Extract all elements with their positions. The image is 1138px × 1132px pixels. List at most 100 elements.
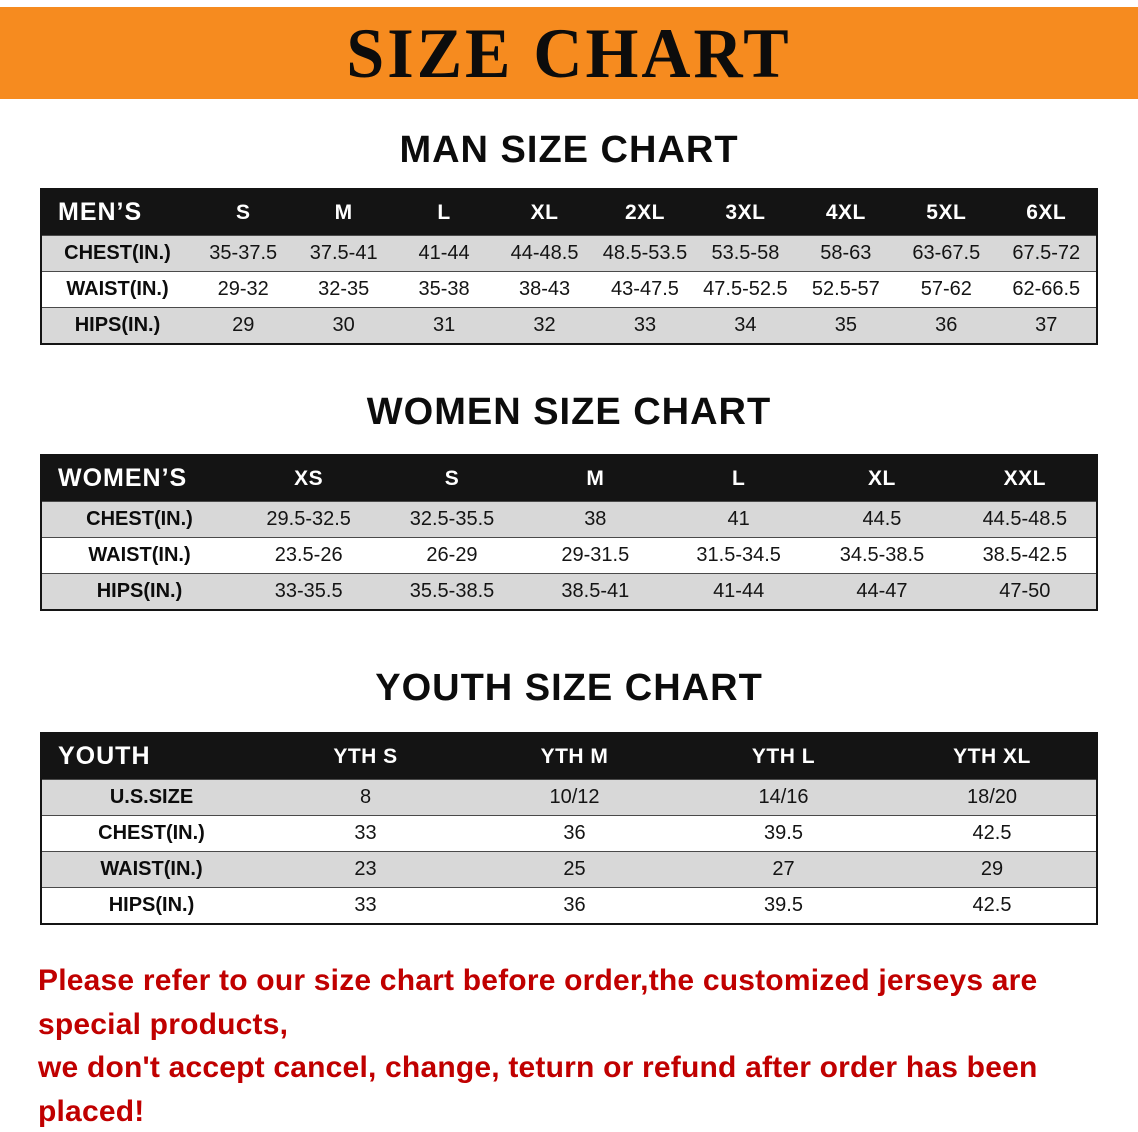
size-column-header: L — [393, 189, 495, 236]
table-row: CHEST(IN.) 35-37.5 37.5-41 41-44 44-48.5 48.5… — [41, 235, 1097, 272]
size-value-cell: 57-62 — [920, 278, 972, 300]
size-value-cell: 29-32 — [217, 278, 269, 300]
measurement-row-label: CHEST(IN.) — [64, 242, 171, 264]
table-row: WAIST(IN.) 23 25 27 29 — [41, 851, 1097, 888]
size-value-cell: 37.5-41 — [309, 242, 378, 264]
measurement-row-label: WAIST(IN.) — [88, 544, 191, 566]
men-size-section: MAN SIZE CHART MEN’S S M L XL 2XL 3XL 4XL 5XL 6XL… — [0, 129, 1138, 345]
size-value-cell: 41 — [727, 508, 750, 530]
women-size-section: WOMEN SIZE CHART WOMEN’S XS S M L XL XXL CHEST(… — [0, 391, 1138, 611]
size-value-cell: 63-67.5 — [912, 242, 981, 264]
size-value-cell: 29 — [980, 858, 1004, 880]
women-section-heading: WOMEN SIZE CHART — [366, 391, 772, 433]
size-value-cell: 35-37.5 — [209, 242, 278, 264]
measurement-row-label: CHEST(IN.) — [86, 508, 193, 530]
table-row: HIPS(IN.) 33-35.5 35.5-38.5 38.5-41 41-44 44-… — [41, 573, 1097, 610]
measurement-row-label: HIPS(IN.) — [108, 894, 195, 916]
size-value-cell: 48.5-53.5 — [602, 242, 688, 264]
youth-section-heading: YOUTH SIZE CHART — [375, 667, 763, 709]
size-value-cell: 38.5-41 — [561, 580, 630, 602]
table-header-row: MEN’S S M L XL 2XL 3XL 4XL 5XL 6XL — [41, 189, 1097, 236]
size-value-cell: 36 — [563, 822, 586, 844]
size-column-header: 5XL — [896, 189, 997, 236]
order-policy-note-line2: we don't accept cancel, change, teturn o… — [38, 1051, 1038, 1128]
size-column-header: S — [380, 455, 524, 502]
size-value-cell: 33-35.5 — [274, 580, 343, 602]
size-value-cell: 25 — [563, 858, 586, 880]
table-row: WAIST(IN.) 29-32 32-35 35-38 38-43 43-47.5 47.… — [41, 271, 1097, 308]
size-value-cell: 38 — [584, 508, 607, 530]
size-value-cell: 29 — [232, 314, 255, 336]
size-value-cell: 33 — [633, 314, 657, 336]
size-value-cell: 30 — [332, 314, 355, 336]
measurement-row-label: CHEST(IN.) — [98, 822, 205, 844]
size-value-cell: 44.5-48.5 — [982, 508, 1068, 530]
order-policy-note-line1: Please refer to our size chart before or… — [38, 964, 1038, 1041]
size-value-cell: 36 — [563, 894, 586, 916]
size-value-cell: 29.5-32.5 — [266, 508, 351, 530]
size-column-header: 6XL — [996, 189, 1097, 236]
table-row: U.S.SIZE 8 10/12 14/16 18/20 — [41, 779, 1097, 816]
size-value-cell: 14/16 — [758, 786, 809, 808]
table-header-row: WOMEN’S XS S M L XL XXL — [41, 455, 1097, 502]
size-value-cell: 23.5-26 — [274, 544, 343, 566]
size-value-cell: 33 — [354, 822, 377, 844]
size-column-header: YTH M — [470, 733, 679, 780]
size-value-cell: 44.5 — [862, 508, 902, 530]
size-value-cell: 37 — [1035, 314, 1058, 336]
size-value-cell: 31 — [432, 314, 456, 336]
size-column-header: 2XL — [594, 189, 696, 236]
size-column-header: XS — [237, 455, 381, 502]
size-value-cell: 35-38 — [418, 278, 470, 300]
measurement-row-label: HIPS(IN.) — [74, 314, 161, 336]
size-column-header: YTH L — [679, 733, 888, 780]
size-column-header: XXL — [953, 455, 1097, 502]
size-value-cell: 43-47.5 — [611, 278, 679, 300]
men-section-heading: MAN SIZE CHART — [399, 129, 739, 171]
size-value-cell: 39.5 — [764, 894, 803, 916]
table-corner-label: YOUTH — [41, 733, 261, 780]
table-row: HIPS(IN.) 29 30 31 32 33 34 35 36 37 — [41, 307, 1097, 344]
size-value-cell: 52.5-57 — [811, 278, 880, 300]
size-value-cell: 41-44 — [713, 580, 765, 602]
size-value-cell: 47-50 — [999, 580, 1051, 602]
size-value-cell: 38-43 — [518, 278, 571, 300]
table-row: WAIST(IN.) 23.5-26 26-29 29-31.5 31.5-34.5 34… — [41, 537, 1097, 574]
size-value-cell: 58-63 — [820, 242, 872, 264]
size-column-header: XL — [494, 189, 595, 236]
size-column-header: YTH XL — [888, 733, 1097, 780]
size-column-header: L — [666, 455, 811, 502]
table-row: HIPS(IN.) 33 36 39.5 42.5 — [41, 887, 1097, 925]
size-value-cell: 62-66.5 — [1012, 278, 1081, 300]
measurement-row-label: HIPS(IN.) — [96, 580, 183, 602]
women-size-table: WOMEN’S XS S M L XL XXL CHEST(IN.) 29.5-32.5 32.5… — [40, 454, 1098, 611]
size-value-cell: 42.5 — [972, 894, 1012, 916]
size-value-cell: 27 — [772, 858, 795, 880]
size-value-cell: 32.5-35.5 — [409, 508, 495, 530]
size-value-cell: 10/12 — [549, 786, 600, 808]
table-corner-label: WOMEN’S — [41, 455, 237, 502]
size-column-header: 4XL — [795, 189, 897, 236]
size-value-cell: 38.5-42.5 — [982, 544, 1068, 566]
page-title: SIZE CHART — [346, 12, 792, 93]
size-value-cell: 42.5 — [972, 822, 1012, 844]
size-value-cell: 44-47 — [856, 580, 908, 602]
size-value-cell: 67.5-72 — [1012, 242, 1081, 264]
size-value-cell: 32-35 — [318, 278, 370, 300]
size-value-cell: 26-29 — [426, 544, 478, 566]
size-column-header: 3XL — [695, 189, 796, 236]
size-column-header: M — [523, 455, 667, 502]
size-column-header: XL — [810, 455, 954, 502]
measurement-row-label: WAIST(IN.) — [66, 278, 169, 300]
men-size-table: MEN’S S M L XL 2XL 3XL 4XL 5XL 6XL CHEST(IN.) 35-37… — [40, 188, 1098, 345]
size-value-cell: 29-31.5 — [561, 544, 630, 566]
table-corner-label: MEN’S — [41, 189, 193, 236]
table-row: CHEST(IN.) 33 36 39.5 42.5 — [41, 815, 1097, 852]
size-value-cell: 32 — [533, 314, 556, 336]
measurement-row-label: U.S.SIZE — [109, 786, 194, 808]
size-value-cell: 23 — [354, 858, 377, 880]
size-value-cell: 34.5-38.5 — [839, 544, 925, 566]
size-value-cell: 39.5 — [764, 822, 803, 844]
size-value-cell: 34 — [734, 314, 757, 336]
